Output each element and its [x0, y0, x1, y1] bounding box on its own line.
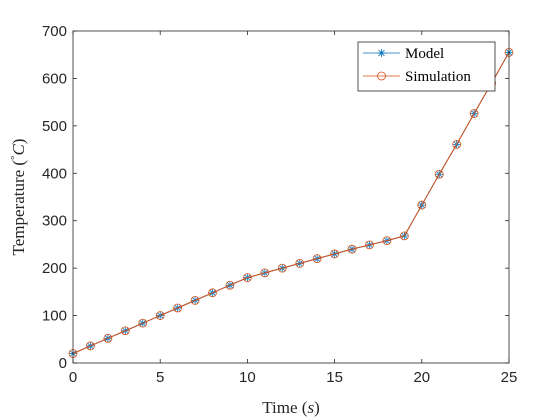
data-point-simulation [138, 318, 148, 328]
series-line-simulation [72, 52, 510, 354]
y-tick-label: 200 [42, 260, 67, 277]
axes-box [72, 30, 510, 364]
data-point-simulation [382, 236, 392, 246]
data-point-simulation [365, 240, 374, 250]
data-point-simulation [312, 254, 322, 264]
x-tick-label: 10 [239, 369, 256, 386]
data-point-simulation [469, 109, 479, 118]
data-point-simulation [277, 263, 287, 273]
x-axis-title: Time (s) [262, 398, 320, 417]
x-tick-label: 25 [501, 369, 518, 386]
data-point-simulation [86, 341, 95, 351]
data-point-simulation [190, 295, 200, 305]
data-point-simulation [242, 273, 252, 283]
data-point-simulation [103, 333, 113, 343]
legend-label-simulation: Simulation [405, 69, 471, 85]
data-point-simulation [452, 139, 462, 149]
data-point-simulation [173, 303, 183, 313]
y-tick-label: 700 [42, 23, 67, 40]
y-tick-label: 500 [42, 118, 67, 135]
legend: Model Simulation [357, 41, 496, 92]
legend-marker-model [377, 49, 386, 57]
x-tick-label: 5 [156, 369, 164, 386]
data-point-simulation [260, 268, 270, 278]
legend-marker-simulation [377, 71, 386, 81]
y-axis-title: Temperature (°C) [9, 139, 28, 256]
legend-label-model: Model [405, 46, 444, 62]
data-point-simulation [399, 231, 409, 241]
y-tick-label: 0 [59, 355, 67, 372]
x-tick-label: 20 [413, 369, 430, 386]
y-tick-label: 100 [42, 308, 67, 325]
data-point-simulation [295, 258, 305, 268]
y-tick-label: 400 [42, 165, 67, 182]
x-tick-label: 0 [69, 369, 77, 386]
axes-layer: 0 5 10 15 20 25 0 100 200 300 400 500 600 700 [42, 23, 517, 386]
data-point-simulation [120, 326, 130, 336]
data-point-simulation [155, 311, 165, 320]
data-point-simulation [208, 288, 217, 298]
data-point-simulation [225, 280, 235, 290]
data-point-simulation [330, 249, 340, 259]
x-tick-label: 15 [326, 369, 343, 386]
data-point-simulation [347, 244, 357, 254]
legend-box [357, 41, 496, 92]
y-tick-label: 300 [42, 213, 67, 230]
data-point-simulation [434, 169, 444, 179]
data-point-simulation [417, 200, 427, 210]
series-layer [68, 47, 514, 358]
y-tick-label: 600 [42, 70, 67, 87]
